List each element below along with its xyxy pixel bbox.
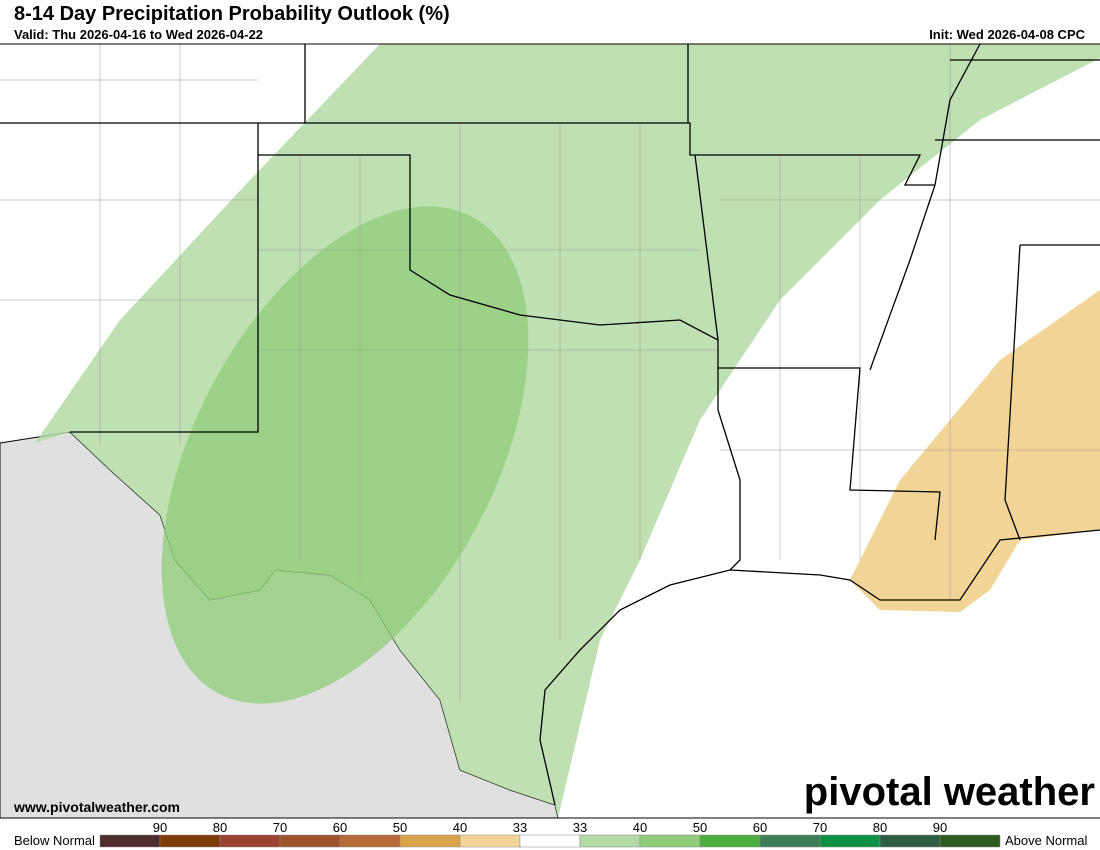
legend-swatch: [459, 834, 521, 848]
state-lines: [0, 43, 1100, 806]
legend: 90 80 70 60 50 40 33 33 40 50 60 70 80 90: [99, 820, 1001, 848]
valid-time: Valid: Thu 2026-04-16 to Wed 2026-04-22: [14, 27, 263, 42]
legend-label: 40: [453, 820, 467, 835]
legend-label: 70: [273, 820, 287, 835]
logo: pivotal weather: [804, 770, 1095, 814]
legend-swatch: [579, 834, 641, 848]
legend-label: 80: [213, 820, 227, 835]
legend-swatch: [339, 834, 401, 848]
legend-swatch: [399, 834, 461, 848]
legend-swatch: [99, 834, 161, 848]
legend-left: Below Normal: [14, 833, 95, 848]
legend-label: 60: [333, 820, 347, 835]
legend-swatch: [639, 834, 701, 848]
county-lines: [0, 44, 1100, 700]
legend-right: Above Normal: [1005, 833, 1087, 848]
legend-label: 33: [513, 820, 527, 835]
below-normal-33: [850, 290, 1100, 612]
legend-label: 50: [693, 820, 707, 835]
legend-label: 90: [933, 820, 947, 835]
legend-swatch: [819, 834, 881, 848]
init-time: Init: Wed 2026-04-08 CPC: [929, 27, 1085, 42]
watermark: www.pivotalweather.com: [13, 799, 180, 815]
above-normal-40: [161, 206, 529, 704]
legend-label: 90: [153, 820, 167, 835]
legend-swatch: [699, 834, 761, 848]
legend-swatch: [279, 834, 341, 848]
above-normal-33: [35, 44, 1100, 818]
legend-label: 70: [813, 820, 827, 835]
legend-swatch: [759, 834, 821, 848]
legend-label: 40: [633, 820, 647, 835]
legend-label: 80: [873, 820, 887, 835]
legend-swatch: [519, 834, 581, 848]
legend-swatch: [939, 834, 1001, 848]
legend-swatch: [219, 834, 281, 848]
legend-label: 60: [753, 820, 767, 835]
legend-swatch: [879, 834, 941, 848]
legend-swatch: [159, 834, 221, 848]
legend-label: 50: [393, 820, 407, 835]
legend-label: 33: [573, 820, 587, 835]
map: [0, 43, 1100, 819]
header-bg: [0, 0, 1100, 44]
title: 8-14 Day Precipitation Probability Outlo…: [14, 3, 450, 25]
